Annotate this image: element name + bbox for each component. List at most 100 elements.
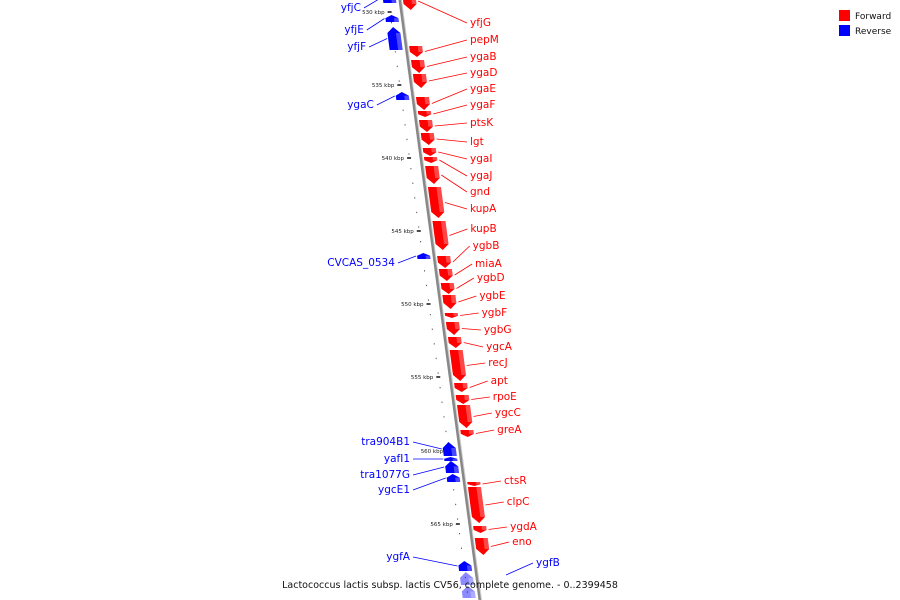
- gene-ygcE1[interactable]: [446, 474, 461, 482]
- gene-label[interactable]: clpC: [507, 496, 530, 508]
- gene-leader-line: [412, 466, 445, 476]
- gene-yfjC[interactable]: [383, 0, 397, 3]
- gene-rpoE[interactable]: [455, 395, 470, 404]
- gene-label[interactable]: kupB: [470, 223, 496, 235]
- gene-label[interactable]: ygdA: [510, 521, 538, 533]
- gene-ygaD[interactable]: [412, 74, 427, 88]
- gene-eno[interactable]: [474, 538, 490, 555]
- gene-label[interactable]: ygbD: [477, 272, 505, 284]
- gene-label[interactable]: recJ: [488, 357, 507, 369]
- gene-label[interactable]: yfjE: [344, 24, 363, 36]
- gene-ygaJ[interactable]: [423, 157, 438, 163]
- gene-label[interactable]: yafI1: [384, 453, 410, 465]
- gene-CVCAS_0534[interactable]: [417, 253, 431, 259]
- gene-label[interactable]: ygfA: [386, 551, 411, 563]
- gene-yfjF[interactable]: [387, 27, 403, 50]
- gene-label[interactable]: ptsK: [470, 117, 494, 129]
- gene-shading: [426, 111, 432, 115]
- gene-label[interactable]: yfjF: [347, 41, 366, 53]
- gene-ygaE[interactable]: [415, 97, 430, 110]
- gene-label[interactable]: ygaE: [470, 83, 496, 95]
- gene-label[interactable]: apt: [491, 375, 508, 387]
- gene-kupA[interactable]: [427, 187, 445, 218]
- gene-label[interactable]: miaA: [475, 258, 503, 270]
- gene-label[interactable]: yfjC: [341, 2, 361, 14]
- gene-leader-line: [466, 362, 486, 366]
- gene-label[interactable]: ygaD: [470, 67, 497, 79]
- gene-body: [455, 395, 470, 404]
- gene-yfjE[interactable]: [385, 15, 399, 22]
- gene-clpC[interactable]: [467, 487, 485, 523]
- gene-label[interactable]: ygcE1: [378, 484, 410, 496]
- gene-shading: [452, 458, 458, 461]
- gene-label[interactable]: CVCAS_0534: [327, 257, 395, 269]
- gene-label[interactable]: ygbF: [482, 307, 508, 319]
- gene-ygbG[interactable]: [445, 322, 460, 335]
- gene-tra1077G[interactable]: [445, 461, 460, 473]
- gene-tra904B1[interactable]: [442, 442, 457, 456]
- minor-tick: [431, 328, 433, 330]
- gene-label[interactable]: ygfB: [536, 557, 560, 569]
- gene-label[interactable]: gnd: [470, 186, 490, 198]
- gene-shading: [464, 395, 470, 400]
- gene-label[interactable]: pepM: [470, 34, 499, 46]
- gene-label[interactable]: kupA: [470, 203, 497, 215]
- gene-label[interactable]: ygbB: [473, 240, 500, 252]
- gene-ygcC[interactable]: [456, 405, 473, 428]
- gene-lgt[interactable]: [420, 133, 435, 145]
- gene-ygaI[interactable]: [422, 148, 437, 156]
- gene-label[interactable]: eno: [512, 536, 532, 548]
- gene-ygfA[interactable]: [458, 561, 473, 571]
- gene-shading: [476, 487, 485, 517]
- gene-ygaB[interactable]: [410, 60, 425, 73]
- gene-miaA[interactable]: [438, 269, 453, 281]
- gene-gnd[interactable]: [425, 166, 440, 184]
- gene-pepM[interactable]: [409, 46, 423, 57]
- gene-label[interactable]: ygaF: [470, 99, 495, 111]
- gene-ygbB[interactable]: [437, 256, 452, 268]
- gene-leader-line: [488, 526, 508, 530]
- gene-body: [442, 295, 457, 309]
- gene-label[interactable]: tra904B1: [361, 436, 410, 448]
- gene-label[interactable]: ctsR: [504, 475, 527, 487]
- gene-label[interactable]: ygcC: [495, 407, 521, 419]
- minor-tick: [439, 387, 441, 389]
- gene-ygbF[interactable]: [444, 313, 459, 318]
- tick-label: 555 kbp: [411, 375, 434, 381]
- gene-ygaF[interactable]: [417, 111, 432, 117]
- gene-label[interactable]: lgt: [470, 136, 484, 148]
- gene-label[interactable]: ygcA: [486, 341, 513, 353]
- gene-body: [417, 253, 431, 259]
- gene-greA[interactable]: [460, 430, 474, 437]
- gene-label[interactable]: ygbG: [484, 324, 512, 336]
- gene-apt[interactable]: [454, 383, 468, 392]
- gene-leader-line: [454, 263, 473, 276]
- gene-label[interactable]: ygaB: [470, 51, 497, 63]
- gene-label[interactable]: ygaI: [470, 153, 492, 165]
- gene-shading: [436, 187, 445, 212]
- gene-ygaC[interactable]: [395, 92, 410, 100]
- gene-label[interactable]: ygbE: [479, 290, 505, 302]
- gene-kupB[interactable]: [432, 221, 449, 250]
- gene-ygbE[interactable]: [442, 295, 457, 309]
- gene-shading: [411, 0, 417, 4]
- gene-ygdA[interactable]: [473, 526, 487, 533]
- gene-label[interactable]: ygaC: [347, 99, 374, 111]
- gene-yafI1[interactable]: [444, 457, 458, 461]
- gene-ctsR[interactable]: [467, 482, 481, 486]
- gene-ygbD[interactable]: [440, 283, 455, 294]
- gene-yfjG[interactable]: [402, 0, 417, 10]
- gene-label[interactable]: ygaJ: [470, 170, 492, 182]
- gene-label[interactable]: greA: [497, 424, 522, 436]
- gene-label[interactable]: tra1077G: [360, 469, 410, 481]
- gene-label[interactable]: rpoE: [493, 391, 517, 403]
- gene-ygcA[interactable]: [447, 337, 462, 348]
- gene-label[interactable]: yfjG: [470, 17, 491, 29]
- gene-leader-line: [376, 95, 395, 106]
- gene-leader-line: [412, 477, 446, 491]
- gene-ptsK[interactable]: [418, 120, 433, 132]
- minor-tick: [398, 80, 400, 82]
- gene-recJ[interactable]: [449, 350, 466, 381]
- gene-body: [440, 283, 455, 294]
